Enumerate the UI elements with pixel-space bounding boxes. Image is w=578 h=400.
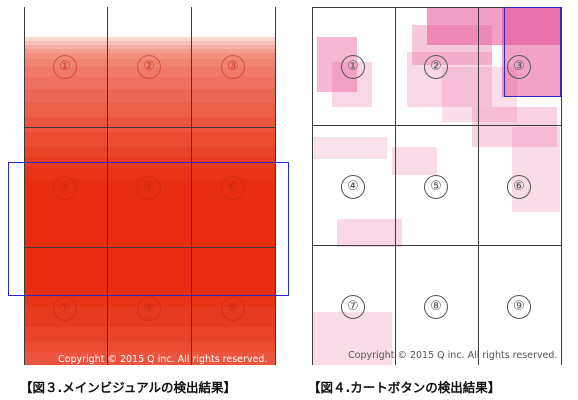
grid-line — [107, 7, 108, 365]
cell-number-6: ⑥ — [221, 176, 245, 200]
heat-patch — [472, 107, 557, 147]
cell-number-8: ⑧ — [424, 295, 448, 319]
heat-patch — [392, 147, 437, 175]
heat-patch — [407, 52, 492, 107]
heat-band — [24, 117, 276, 365]
grid-line — [312, 7, 313, 365]
cell-number-4: ④ — [53, 176, 77, 200]
cell-number-6: ⑥ — [507, 175, 531, 199]
heat-patch — [502, 7, 562, 97]
cell-number-1: ① — [53, 55, 77, 79]
cell-number-8: ⑧ — [137, 297, 161, 321]
grid-line — [24, 127, 276, 128]
cell-number-1: ① — [341, 55, 365, 79]
grid-line — [275, 7, 276, 365]
copyright-text: Copyright © 2015 Q inc. All rights reser… — [348, 350, 558, 361]
heat-patch — [312, 312, 392, 365]
detection-box-main-visual — [8, 162, 289, 296]
figure-3-caption: 【図３.メインビジュアルの検出結果】 — [20, 380, 236, 395]
heat-patch — [337, 219, 402, 247]
cart-button-heatmap-panel: ① ② ③ ④ ⑤ ⑥ ⑦ ⑧ ⑨ Copyright © 2015 Q inc… — [312, 7, 562, 365]
main-visual-heatmap-panel: ① ② ③ ④ ⑤ ⑥ ⑦ ⑧ ⑨ Copyright © 2015 Q inc… — [24, 7, 276, 365]
heat-patch — [512, 127, 560, 212]
grid-line — [395, 7, 396, 365]
cell-number-7: ⑦ — [341, 295, 365, 319]
detection-box-cart-button — [504, 7, 561, 97]
copyright-text: Copyright © 2015 Q inc. All rights reser… — [58, 354, 268, 365]
cell-number-9: ⑨ — [221, 297, 245, 321]
cell-number-5: ⑤ — [137, 176, 161, 200]
grid-line — [312, 125, 562, 126]
grid-line — [24, 7, 25, 365]
grid-line — [191, 7, 192, 365]
grid-line — [312, 245, 562, 246]
cell-number-3: ③ — [507, 55, 531, 79]
heat-patch — [312, 137, 387, 159]
cell-number-5: ⑤ — [424, 175, 448, 199]
cell-number-7: ⑦ — [53, 297, 77, 321]
grid-line — [312, 7, 562, 8]
grid-line — [478, 7, 479, 365]
figure-4-caption: 【図４.カートボタンの検出結果】 — [308, 380, 501, 395]
heat-band — [24, 103, 276, 365]
cell-number-4: ④ — [341, 175, 365, 199]
cell-number-9: ⑨ — [507, 295, 531, 319]
cell-number-2: ② — [424, 55, 448, 79]
cell-number-3: ③ — [221, 55, 245, 79]
grid-line — [24, 247, 276, 248]
cell-number-2: ② — [137, 55, 161, 79]
grid-line — [561, 7, 562, 365]
